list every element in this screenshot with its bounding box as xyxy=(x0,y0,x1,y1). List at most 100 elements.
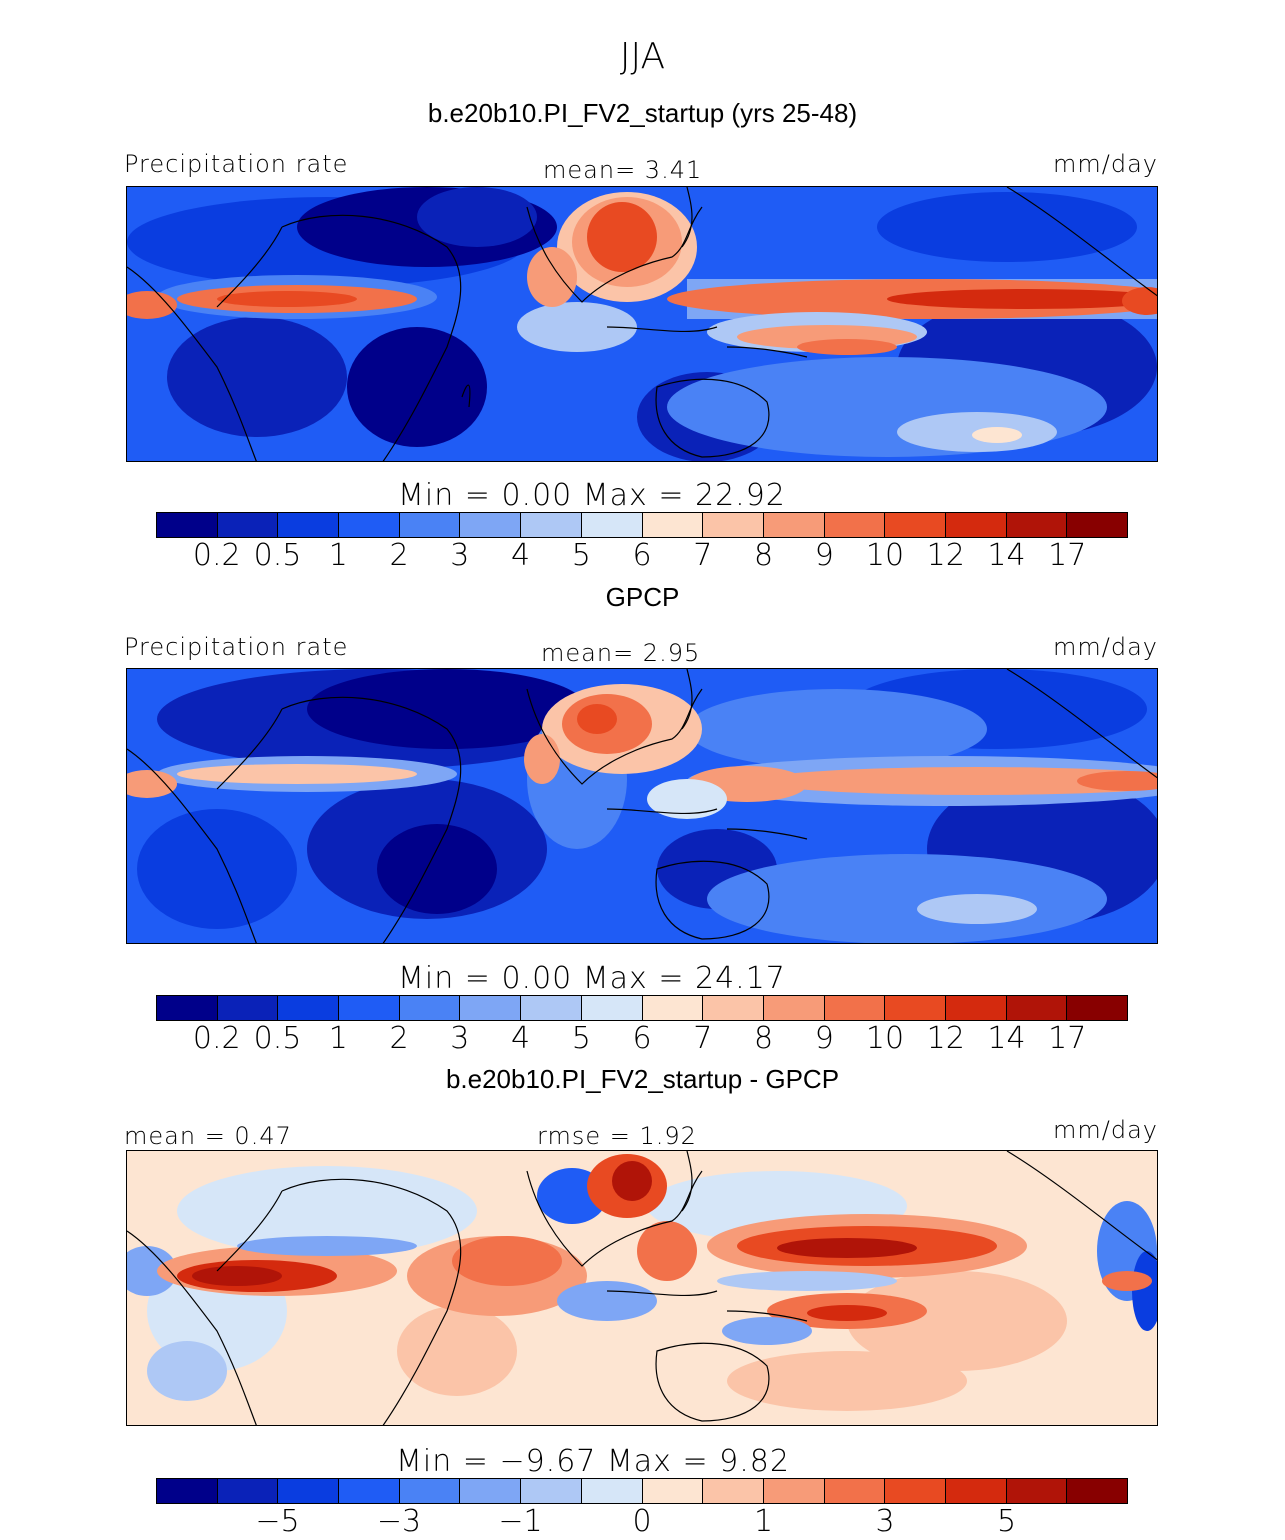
colorbar-obs-swatch xyxy=(1067,996,1127,1020)
colorbar-diff-swatch xyxy=(339,1479,400,1503)
colorbar-model-swatch xyxy=(703,513,764,537)
colorbar-obs-tick-label: 6 xyxy=(632,1021,652,1056)
colorbar-diff-tick-label: 5 xyxy=(996,1504,1017,1539)
colorbar-diff-swatch xyxy=(217,1479,279,1503)
colorbar-obs-swatch xyxy=(217,996,279,1020)
colorbar-obs-swatch xyxy=(642,996,704,1020)
precip-field-model xyxy=(127,187,1157,461)
colorbar-diff xyxy=(156,1478,1128,1504)
colorbar-diff-swatch xyxy=(581,1479,643,1503)
colorbar-obs-tick-label: 14 xyxy=(987,1021,1026,1056)
colorbar-obs-tick-label: 5 xyxy=(571,1021,591,1056)
colorbar-model-tick-label: 1 xyxy=(328,538,348,573)
colorbar-model-swatch xyxy=(1067,513,1127,537)
min-max-diff: Min = −9.67 Max = 9.82 xyxy=(396,1444,790,1479)
colorbar-model-tick-label: 0.2 xyxy=(192,538,241,573)
colorbar-model-swatch xyxy=(885,513,946,537)
colorbar-model-tick-label: 9 xyxy=(814,538,834,573)
panel-rmse-diff: rmse = 1.92 xyxy=(537,1122,697,1150)
colorbar-obs-swatch xyxy=(339,996,400,1020)
colorbar-model-tick-label: 10 xyxy=(865,538,905,573)
colorbar-diff-swatch xyxy=(824,1479,886,1503)
colorbar-obs-tick-label: 1 xyxy=(328,1021,348,1056)
colorbar-model-tick-label: 2 xyxy=(389,538,409,573)
colorbar-diff-swatch xyxy=(1067,1479,1127,1503)
min-max-obs: Min = 0.00 Max = 24.17 xyxy=(398,961,786,996)
colorbar-obs-tick-label: 2 xyxy=(389,1021,409,1056)
colorbar-obs-tick-label: 4 xyxy=(510,1021,531,1056)
colorbar-obs-swatch xyxy=(460,996,522,1020)
colorbar-diff-swatch xyxy=(945,1479,1007,1503)
precip-field-diff xyxy=(127,1151,1157,1425)
colorbar-diff-tick-label: −5 xyxy=(255,1504,300,1539)
panel-mean-model: mean= 3.41 xyxy=(543,156,703,184)
map-model xyxy=(126,186,1158,462)
colorbar-diff-swatch xyxy=(642,1479,704,1503)
panel-units-model: mm/day xyxy=(1053,150,1158,178)
panel-title-diff: b.e20b10.PI_FV2_startup - GPCP xyxy=(445,1064,840,1094)
colorbar-model-swatch xyxy=(945,513,1007,537)
colorbar-model-swatch xyxy=(824,513,886,537)
colorbar-obs-swatch xyxy=(824,996,886,1020)
precip-field-obs xyxy=(127,669,1157,943)
colorbar-model-tick-label: 4 xyxy=(510,538,531,573)
panel-mean-obs: mean= 2.95 xyxy=(541,639,701,667)
colorbar-obs-swatch xyxy=(945,996,1007,1020)
colorbar-model-tick-label: 14 xyxy=(987,538,1026,573)
map-diff xyxy=(126,1150,1158,1426)
colorbar-model-swatch xyxy=(581,513,643,537)
colorbar-model-swatch xyxy=(278,513,340,537)
colorbar-obs-tick-label: 10 xyxy=(865,1021,905,1056)
colorbar-model-swatch xyxy=(1006,513,1068,537)
colorbar-diff-swatch xyxy=(763,1479,825,1503)
colorbar-obs-swatch xyxy=(1006,996,1068,1020)
panel-title-model: b.e20b10.PI_FV2_startup (yrs 25-48) xyxy=(427,98,858,128)
colorbar-diff-swatch xyxy=(399,1479,461,1503)
colorbar-obs-swatch xyxy=(703,996,764,1020)
colorbar-obs-swatch xyxy=(763,996,825,1020)
colorbar-obs-swatch xyxy=(399,996,461,1020)
colorbar-model-tick-label: 7 xyxy=(693,538,713,573)
map-obs xyxy=(126,668,1158,944)
colorbar-obs-swatch xyxy=(885,996,946,1020)
panel-left-label-obs: Precipitation rate xyxy=(124,633,349,661)
colorbar-diff-tick-label: −1 xyxy=(498,1504,543,1539)
colorbar-diff-tick-label: 0 xyxy=(632,1504,652,1539)
colorbar-diff-tick-label: −3 xyxy=(376,1504,422,1539)
colorbar-model-tick-label: 3 xyxy=(450,538,470,573)
panel-left-label-model: Precipitation rate xyxy=(124,150,349,178)
colorbar-obs-tick-label: 0.2 xyxy=(192,1021,241,1056)
colorbar-diff-tick-label: 3 xyxy=(875,1504,895,1539)
colorbar-obs xyxy=(156,995,1128,1021)
colorbar-model-swatch xyxy=(339,513,400,537)
colorbar-obs-tick-label: 0.5 xyxy=(253,1021,302,1056)
colorbar-diff-swatch xyxy=(157,1479,218,1503)
colorbar-model-tick-label: 12 xyxy=(926,538,965,573)
colorbar-model-tick-label: 0.5 xyxy=(253,538,302,573)
colorbar-model-tick-label: 8 xyxy=(753,538,774,573)
colorbar-obs-swatch xyxy=(521,996,582,1020)
colorbar-model-swatch xyxy=(521,513,582,537)
colorbar-obs-tick-label: 3 xyxy=(450,1021,470,1056)
colorbar-model-tick-label: 5 xyxy=(571,538,591,573)
colorbar-diff-swatch xyxy=(521,1479,582,1503)
colorbar-obs-swatch xyxy=(278,996,340,1020)
panel-units-obs: mm/day xyxy=(1053,633,1158,661)
colorbar-obs-swatch xyxy=(157,996,218,1020)
panel-units-diff: mm/day xyxy=(1053,1116,1158,1144)
colorbar-model-tick-label: 17 xyxy=(1048,538,1087,573)
figure-title: JJA xyxy=(619,36,666,77)
colorbar-diff-swatch xyxy=(885,1479,946,1503)
colorbar-obs-tick-label: 17 xyxy=(1048,1021,1087,1056)
panel-mean-diff: mean = 0.47 xyxy=(124,1122,292,1150)
colorbar-diff-tick-label: 1 xyxy=(753,1504,774,1539)
colorbar-diff-swatch xyxy=(703,1479,764,1503)
colorbar-obs-swatch xyxy=(581,996,643,1020)
colorbar-model-swatch xyxy=(763,513,825,537)
colorbar-diff-swatch xyxy=(278,1479,340,1503)
colorbar-model-swatch xyxy=(399,513,461,537)
colorbar-obs-tick-label: 8 xyxy=(753,1021,774,1056)
colorbar-obs-tick-label: 7 xyxy=(693,1021,713,1056)
colorbar-model-tick-label: 6 xyxy=(632,538,652,573)
colorbar-model-swatch xyxy=(217,513,279,537)
